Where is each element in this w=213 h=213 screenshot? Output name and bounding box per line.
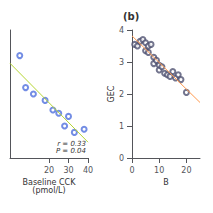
svg-text:(b): (b) [123, 11, 139, 22]
svg-text:30: 30 [63, 166, 73, 175]
svg-text:40: 40 [83, 166, 93, 175]
svg-text:(pmol/L): (pmol/L) [32, 186, 65, 195]
svg-text:1: 1 [119, 122, 124, 131]
svg-text:0: 0 [129, 166, 134, 175]
svg-text:10: 10 [154, 166, 164, 175]
svg-text:B: B [163, 178, 169, 187]
svg-text:0: 0 [119, 154, 124, 163]
svg-text:GEC: GEC [107, 85, 116, 102]
svg-text:4: 4 [119, 26, 124, 35]
svg-text:20: 20 [181, 166, 191, 175]
svg-text:2: 2 [119, 90, 124, 99]
svg-text:P = 0.04: P = 0.04 [56, 147, 86, 155]
svg-text:r = 0.33: r = 0.33 [57, 139, 86, 148]
svg-text:Baseline CCK: Baseline CCK [22, 178, 76, 188]
svg-text:20: 20 [44, 166, 54, 175]
svg-text:3: 3 [119, 58, 124, 67]
